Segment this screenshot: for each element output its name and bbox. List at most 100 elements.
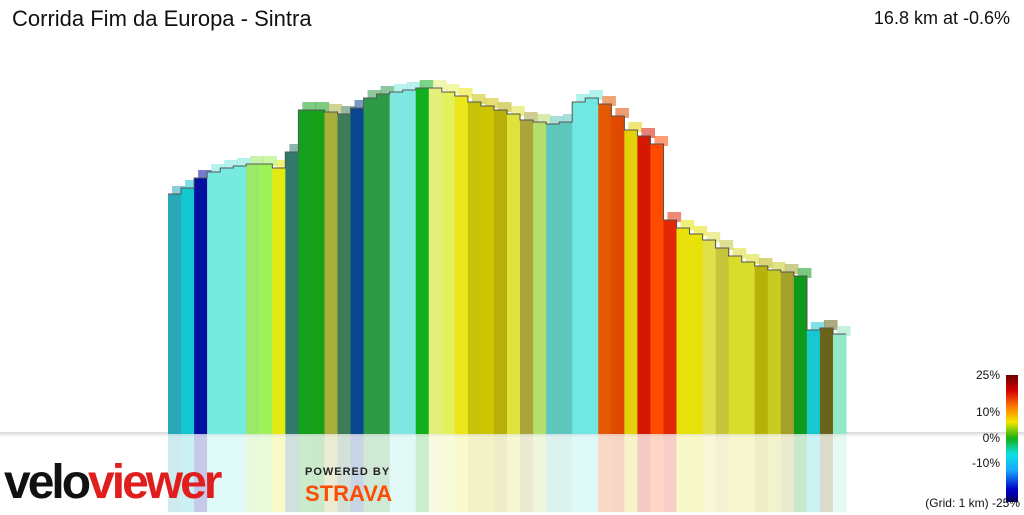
profile-segment-reflection: [428, 434, 443, 512]
profile-segment: [454, 96, 469, 434]
profile-segment: [194, 178, 208, 434]
distance-gradient-summary: 16.8 km at -0.6%: [873, 8, 1010, 28]
profile-segment: [207, 172, 221, 434]
profile-segment-depth: [471, 94, 486, 104]
profile-segment-reflection: [376, 434, 391, 512]
profile-segment: [376, 94, 391, 434]
logo-viewer: viewer: [88, 456, 222, 509]
profile-segment-reflection: [806, 434, 821, 512]
profile-segment: [624, 130, 638, 434]
veloviewer-logo[interactable]: veloviewer: [4, 450, 304, 510]
profile-segment: [611, 116, 625, 434]
profile-segment-depth: [497, 102, 512, 112]
profile-segment-reflection: [194, 434, 208, 512]
profile-segment-reflection: [585, 434, 599, 512]
powered-by-label: POWERED BY: [305, 466, 391, 478]
profile-segment-depth: [393, 84, 408, 94]
profile-segment-depth: [732, 248, 747, 258]
profile-segment-reflection: [559, 434, 573, 512]
legend-tick-minus10: -10%: [971, 456, 1000, 470]
profile-segment-depth: [172, 186, 186, 196]
profile-segment-depth: [406, 82, 421, 92]
profile-segment-reflection: [207, 434, 221, 512]
legend-tick-0: 0%: [982, 431, 1000, 445]
profile-segment-depth: [797, 268, 812, 278]
profile-segment: [259, 164, 273, 434]
profile-segment: [233, 166, 247, 434]
profile-segment-depth: [263, 156, 277, 166]
profile-segment-reflection: [546, 434, 560, 512]
profile-segment: [246, 164, 260, 434]
profile-segment-depth: [328, 104, 343, 114]
profile-segment-depth: [537, 114, 551, 124]
profile-segment-reflection: [337, 434, 352, 512]
profile-segment-depth: [654, 136, 669, 146]
strava-logo[interactable]: STRAVA: [303, 479, 423, 509]
profile-segment-reflection: [676, 434, 691, 512]
profile-segment: [780, 272, 795, 434]
profile-segment: [819, 328, 834, 434]
profile-segment-depth: [289, 144, 303, 154]
profile-segment: [637, 136, 652, 434]
profile-segment-reflection: [533, 434, 547, 512]
profile-segment-reflection: [637, 434, 652, 512]
profile-segment: [363, 98, 378, 434]
profile-segment: [220, 168, 234, 434]
profile-segment-reflection: [220, 434, 234, 512]
profile-segment-reflection: [272, 434, 286, 512]
profile-segment-depth: [667, 212, 682, 222]
profile-segment: [806, 330, 821, 434]
profile-segment-depth: [367, 90, 382, 100]
profile-back-ribbon: [172, 80, 851, 336]
profile-segment: [480, 106, 495, 434]
profile-segment: [337, 114, 352, 434]
profile-segment: [324, 112, 339, 434]
profile-segment-depth: [745, 254, 760, 264]
profile-segment: [741, 262, 756, 434]
profile-segment-reflection: [689, 434, 704, 512]
profile-segment-depth: [680, 220, 695, 230]
profile-segment-reflection: [728, 434, 743, 512]
profile-segment: [533, 122, 547, 434]
profile-segment: [311, 110, 326, 434]
profile-segment: [715, 248, 730, 434]
profile-segment-reflection: [324, 434, 339, 512]
profile-segment: [428, 88, 443, 434]
profile-segment-reflection: [767, 434, 782, 512]
svg-text:veloviewer: veloviewer: [4, 456, 222, 509]
profile-segment-depth: [511, 106, 525, 116]
profile-segment-reflection: [832, 434, 847, 512]
grid-note: (Grid: 1 km) -25%: [925, 496, 1020, 510]
profile-reflection: [168, 434, 847, 512]
profile-segment-reflection: [168, 434, 182, 512]
profile-segment-depth: [524, 112, 538, 122]
logo-velo: velo: [4, 456, 90, 509]
grid-note-text: (Grid: 1 km): [925, 496, 989, 510]
profile-segment: [168, 194, 182, 434]
profile-segment-depth: [211, 164, 225, 174]
profile-segment: [415, 88, 430, 434]
profile-segment-depth: [589, 90, 603, 100]
profile-segment: [702, 240, 717, 434]
profile-segment-depth: [354, 100, 369, 110]
profile-segment-reflection: [624, 434, 638, 512]
profile-segment: [585, 98, 599, 434]
profile-segment: [663, 220, 678, 434]
profile-segment-reflection: [246, 434, 260, 512]
profile-segment-reflection: [663, 434, 678, 512]
profile-segment: [689, 234, 704, 434]
profile-segment-reflection: [350, 434, 365, 512]
profile-segment: [650, 144, 665, 434]
profile-segment-reflection: [311, 434, 326, 512]
profile-segment-depth: [550, 116, 564, 126]
profile-segments: [168, 88, 847, 434]
profile-segment-depth: [302, 102, 317, 112]
profile-segment-reflection: [715, 434, 730, 512]
profile-top-edge: [168, 87, 846, 335]
profile-segment-reflection: [181, 434, 195, 512]
profile-segment-reflection: [480, 434, 495, 512]
profile-segment: [402, 90, 417, 434]
profile-segment-depth: [458, 88, 473, 98]
profile-segment: [520, 120, 534, 434]
